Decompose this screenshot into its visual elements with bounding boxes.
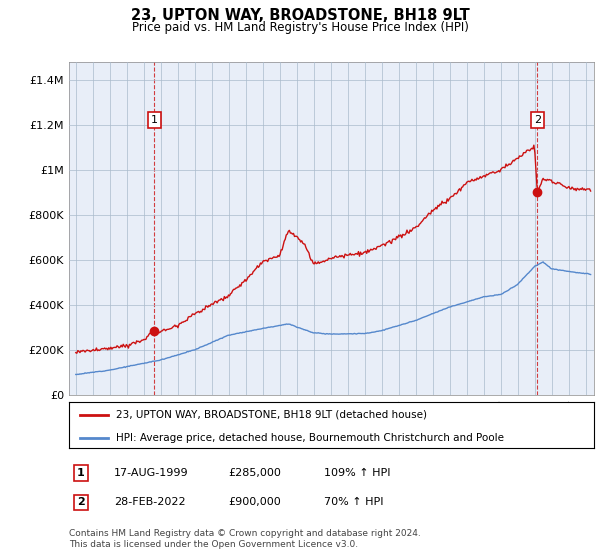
Text: £900,000: £900,000 [228, 497, 281, 507]
Text: Contains HM Land Registry data © Crown copyright and database right 2024.
This d: Contains HM Land Registry data © Crown c… [69, 529, 421, 549]
Text: 2: 2 [534, 115, 541, 125]
Text: 28-FEB-2022: 28-FEB-2022 [114, 497, 185, 507]
Text: HPI: Average price, detached house, Bournemouth Christchurch and Poole: HPI: Average price, detached house, Bour… [116, 433, 504, 443]
Text: Price paid vs. HM Land Registry's House Price Index (HPI): Price paid vs. HM Land Registry's House … [131, 21, 469, 34]
Text: 17-AUG-1999: 17-AUG-1999 [114, 468, 188, 478]
Text: 109% ↑ HPI: 109% ↑ HPI [324, 468, 391, 478]
Text: £285,000: £285,000 [228, 468, 281, 478]
Text: 2: 2 [77, 497, 85, 507]
Text: 70% ↑ HPI: 70% ↑ HPI [324, 497, 383, 507]
Text: 1: 1 [77, 468, 85, 478]
Text: 23, UPTON WAY, BROADSTONE, BH18 9LT (detached house): 23, UPTON WAY, BROADSTONE, BH18 9LT (det… [116, 410, 427, 420]
Text: 1: 1 [151, 115, 158, 125]
Text: 23, UPTON WAY, BROADSTONE, BH18 9LT: 23, UPTON WAY, BROADSTONE, BH18 9LT [131, 8, 469, 24]
